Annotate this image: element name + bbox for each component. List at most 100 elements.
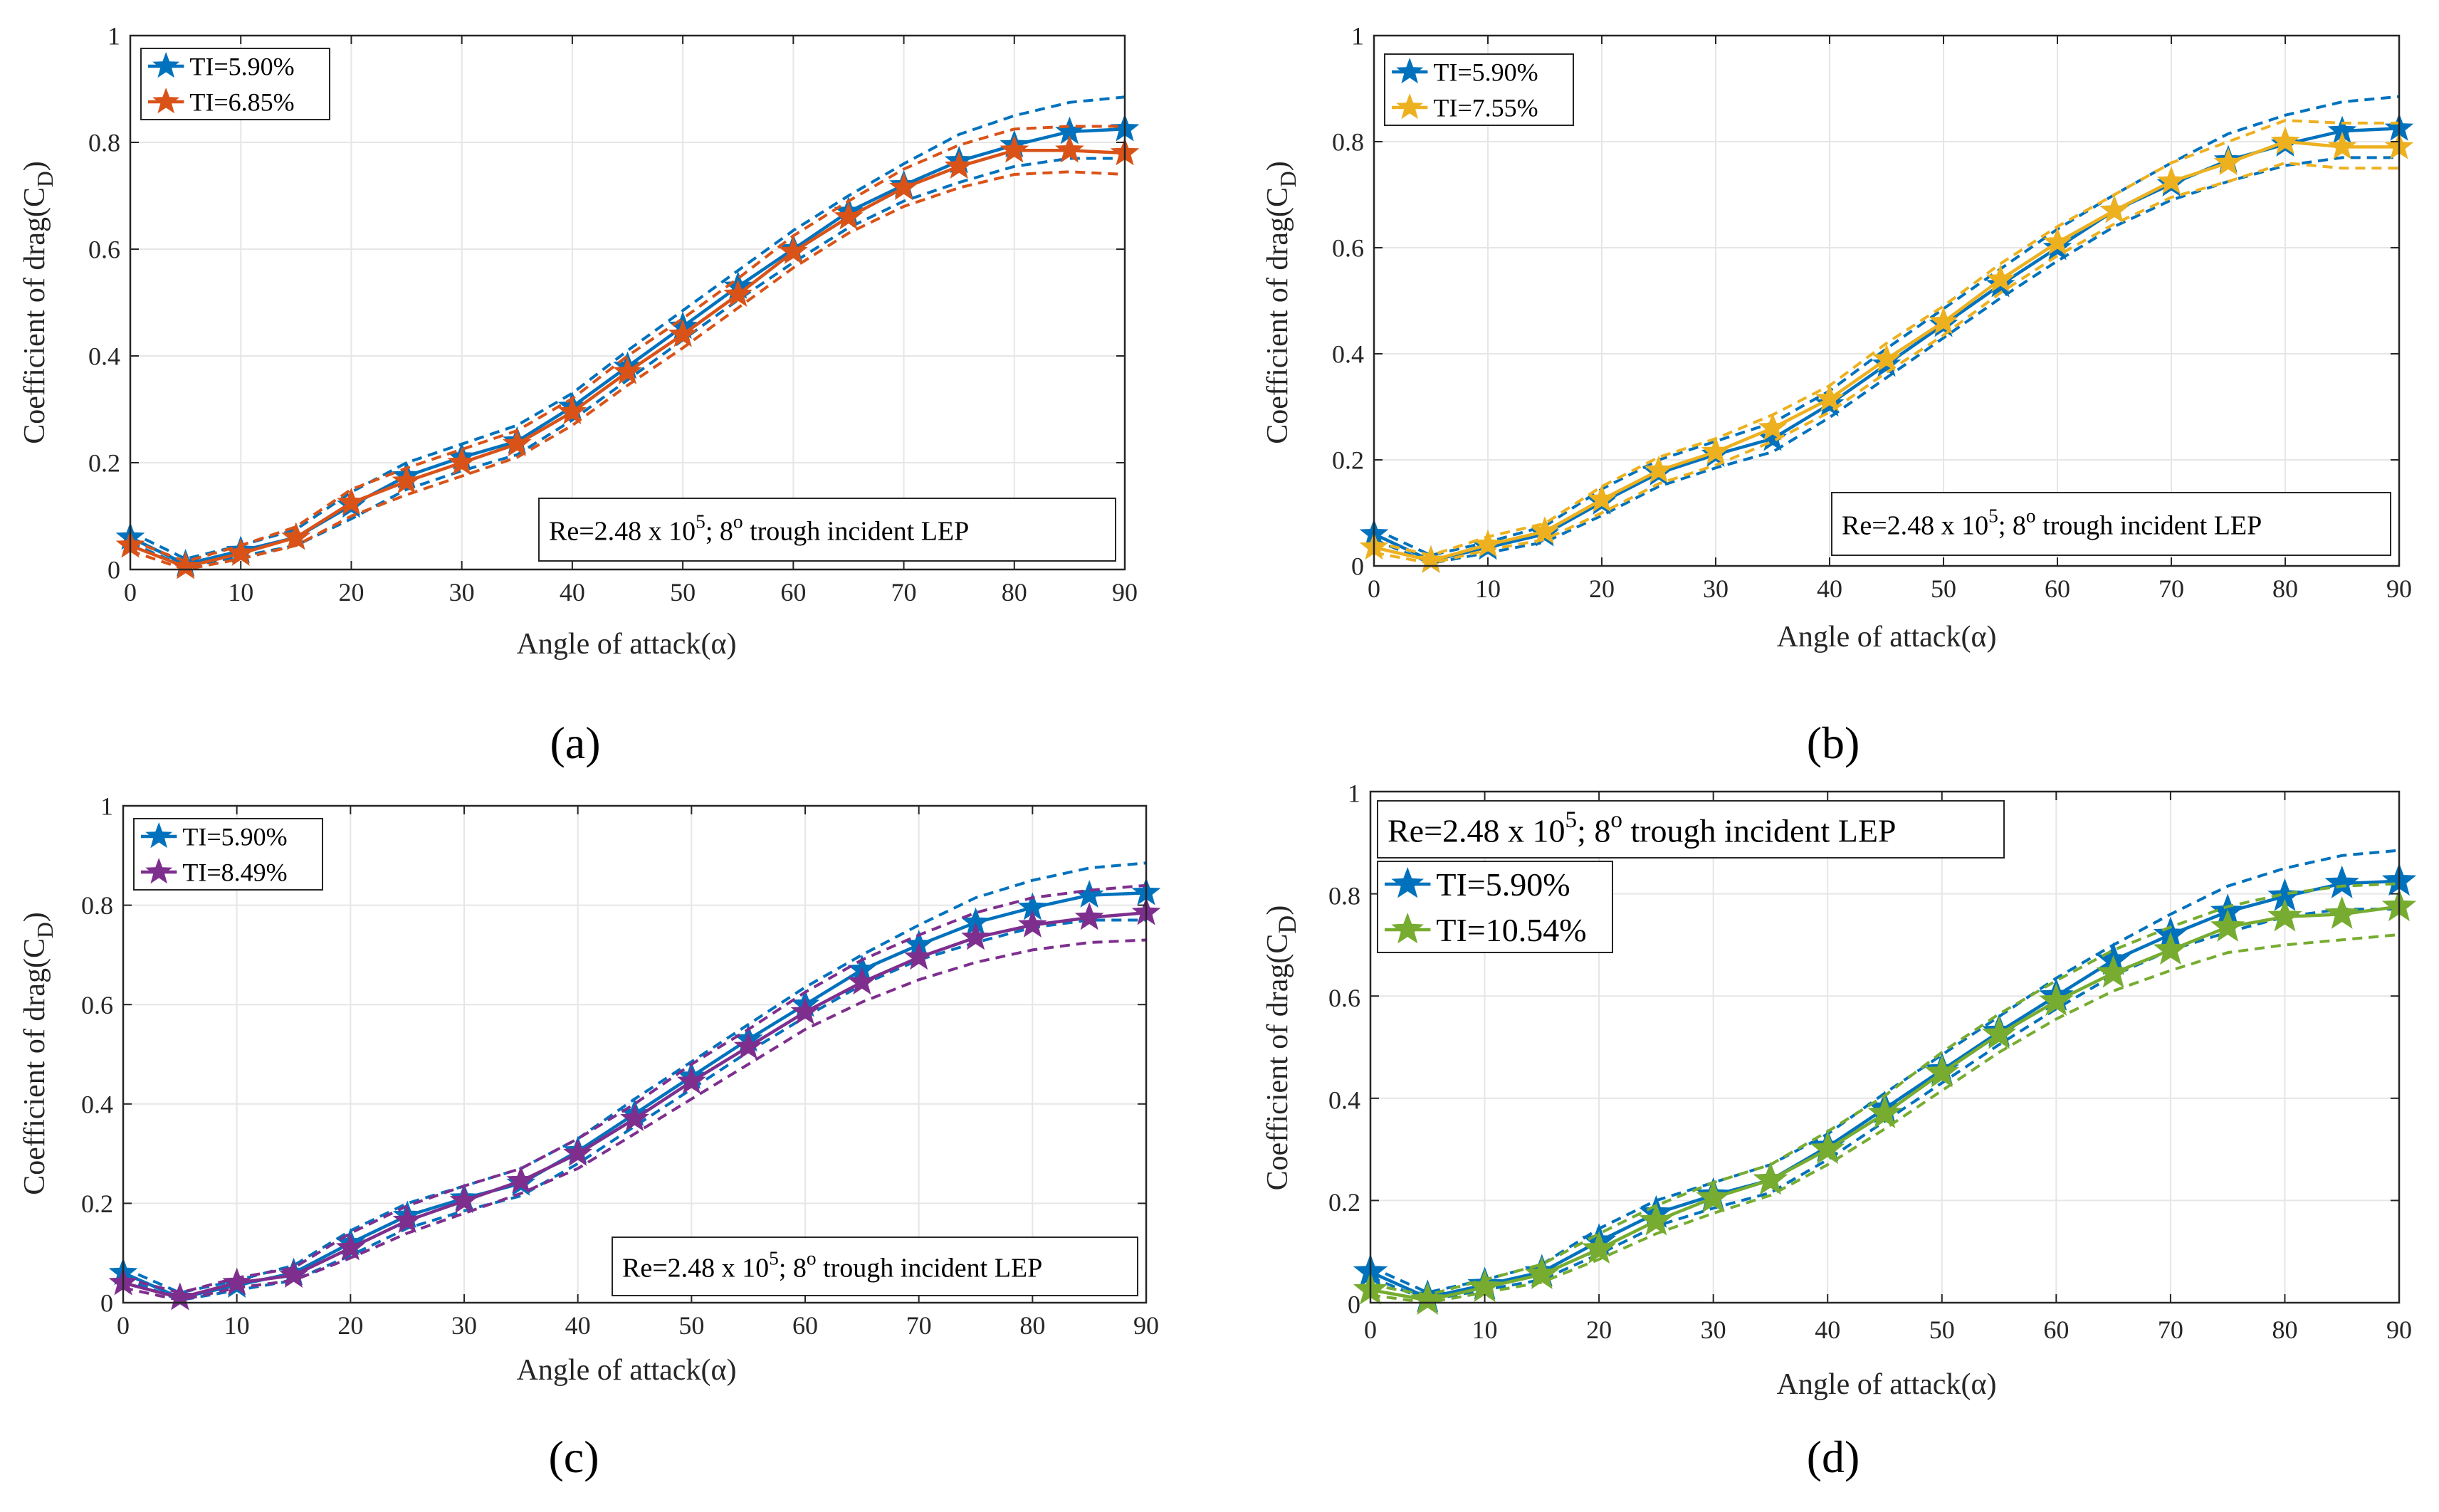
series-1-point	[1986, 264, 2015, 293]
x-tick-label: 30	[449, 578, 475, 607]
panel-label: (a)	[550, 718, 600, 768]
x-tick-label: 50	[678, 1311, 704, 1340]
series-1-point	[171, 551, 200, 579]
legend-box	[1377, 861, 1613, 953]
x-tick-label: 60	[792, 1311, 818, 1340]
axes-box	[122, 804, 1148, 1304]
series-1-point	[1473, 529, 1503, 557]
y-tick-label: 0.8	[1328, 881, 1360, 910]
series-1-point	[1929, 306, 1958, 335]
chart-panel-a: 0 10 20 30 40 50 60 70 80 90 0 0.2 0.4 0.6 0.8 1 Angle o…	[19, 22, 1140, 768]
y-tick-label: 0.4	[1328, 1086, 1360, 1115]
x-tick-label: 30	[1703, 574, 1729, 603]
panel-label: (d)	[1807, 1432, 1860, 1482]
series-1-point	[1753, 1162, 1788, 1195]
x-tick-label: 10	[1475, 574, 1501, 603]
y-tick-label: 0.2	[1332, 446, 1364, 475]
x-tick-label: 0	[124, 578, 137, 607]
annotation-text: Re=2.48 x 105; 8o trough incident LEP	[1388, 807, 1897, 849]
y-tick-label: 0	[107, 556, 120, 584]
series-1-point	[1410, 1281, 1445, 1315]
y-tick-label: 1	[1348, 779, 1360, 808]
y-tick-label: 0.4	[88, 342, 120, 371]
series-1-point	[226, 538, 256, 566]
annotation: Re=2.48 x 105; 8o trough incident LEP	[612, 1237, 1138, 1296]
axes-box	[1373, 34, 2401, 567]
annotation-text: Re=2.48 x 105; 8o trough incident LEP	[1842, 505, 2262, 540]
series-1-point	[279, 1260, 308, 1288]
series-1-point	[723, 279, 753, 308]
series-1-point	[2324, 896, 2359, 929]
y-tick-label: 0.2	[1328, 1188, 1360, 1217]
series-1-point	[889, 172, 918, 201]
x-tick-label: 70	[2159, 574, 2184, 603]
series-1-point	[1810, 1131, 1845, 1165]
x-tick-label: 80	[2272, 1316, 2297, 1344]
x-tick-label: 50	[1931, 574, 1956, 603]
series-1-point	[944, 151, 974, 179]
series-1-point	[1644, 455, 1674, 483]
annotation-text: Re=2.48 x 105; 8o trough incident LEP	[549, 510, 969, 546]
legend-label: TI=6.85%	[189, 88, 294, 117]
x-tick-label: 20	[1589, 574, 1615, 603]
y-tick-label: 0.4	[1332, 340, 1364, 369]
series-1-point	[2267, 898, 2302, 932]
x-tick-label: 10	[1472, 1316, 1498, 1344]
series-1-point	[502, 429, 532, 457]
x-tick-label: 0	[117, 1311, 130, 1340]
x-tick-label: 60	[2045, 574, 2070, 603]
series-1-point	[1758, 412, 1788, 441]
x-tick-label: 20	[1586, 1316, 1612, 1344]
y-tick-label: 0.6	[81, 991, 113, 1019]
panel-label: (b)	[1807, 718, 1860, 768]
series-1-point	[1000, 135, 1029, 163]
y-tick-label: 0.6	[1332, 234, 1364, 263]
series-1-point	[557, 397, 587, 425]
series-1-point	[2327, 131, 2357, 159]
legend-swatch-marker	[145, 858, 173, 884]
x-tick-label: 40	[1817, 574, 1842, 603]
series-1-point	[1524, 1256, 1560, 1290]
x-tick-label: 80	[2272, 574, 2298, 603]
x-tick-label: 40	[1815, 1316, 1840, 1344]
series-1-point	[2153, 932, 2188, 965]
y-axis-label: Coefficient of drag(CD)	[19, 161, 58, 444]
series-1-point	[620, 1103, 649, 1132]
x-tick-label: 30	[451, 1311, 477, 1340]
y-tick-label: 0.8	[1332, 128, 1364, 157]
legend-label: TI=5.90%	[189, 53, 294, 81]
x-tick-label: 50	[670, 578, 696, 607]
x-tick-label: 0	[1364, 1316, 1377, 1344]
series-1-point	[1981, 1016, 2017, 1049]
series-1-point	[1055, 135, 1084, 163]
series-1-point	[2042, 227, 2072, 255]
y-tick-label: 1	[107, 22, 120, 51]
legend-swatch-marker	[145, 822, 173, 849]
x-axis-label: Angle of attack(α)	[517, 1354, 737, 1387]
legend: TI=5.90% TI=7.55%	[1384, 53, 1574, 126]
series-1-point	[2270, 126, 2300, 154]
x-tick-label: 40	[565, 1311, 591, 1340]
series-1-point	[165, 1282, 195, 1311]
annotation: Re=2.48 x 105; 8o trough incident LEP	[1831, 492, 2391, 556]
x-axis-label: Angle of attack(α)	[1777, 1368, 1997, 1401]
series-1-band-upper-line	[1373, 119, 2399, 557]
x-tick-label: 90	[2386, 1316, 2412, 1344]
series-1	[1353, 882, 2417, 1315]
y-tick-label: 0	[1348, 1291, 1360, 1319]
legend-swatch-marker	[1391, 867, 1424, 898]
y-tick-label: 1	[100, 792, 113, 821]
series-1-point	[1587, 484, 1617, 513]
series-1-point	[447, 447, 477, 476]
legend-swatch-marker	[1396, 93, 1424, 120]
series-1-point	[1581, 1231, 1617, 1264]
series-1-point	[563, 1138, 593, 1166]
series-1-point	[281, 522, 311, 550]
annotation-text: Re=2.48 x 105; 8o trough incident LEP	[622, 1247, 1042, 1283]
series-1-point	[1074, 902, 1104, 930]
series-1-point	[847, 967, 877, 995]
x-tick-label: 10	[224, 1311, 250, 1340]
legend-label: TI=5.90%	[1433, 58, 1538, 87]
series-1-point	[613, 357, 642, 384]
series-1-point	[676, 1066, 706, 1094]
